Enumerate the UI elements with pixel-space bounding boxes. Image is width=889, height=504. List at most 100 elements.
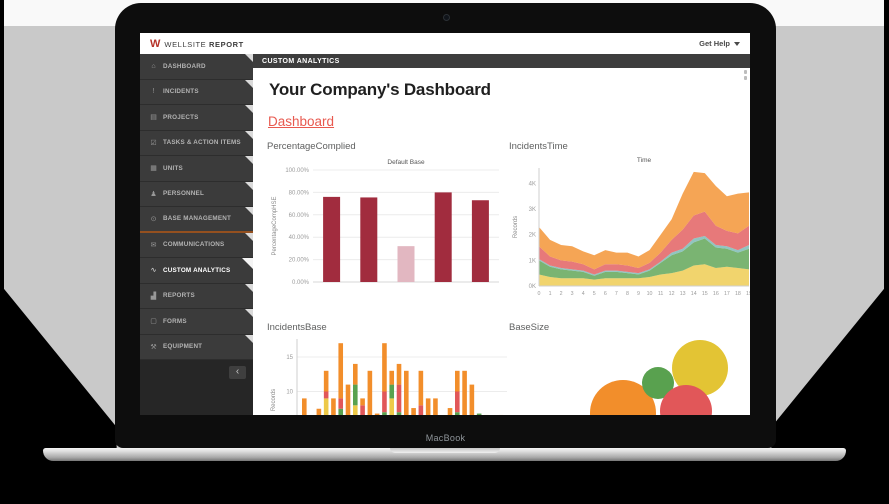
truck-icon: ▦ [150, 165, 157, 173]
svg-text:40.00%: 40.00% [289, 235, 310, 241]
section-title: CUSTOM ANALYTICS [262, 57, 340, 65]
get-help-menu[interactable]: Get Help [699, 39, 740, 48]
svg-text:2K: 2K [529, 233, 536, 239]
svg-text:1: 1 [549, 291, 552, 297]
percentage-complied-chart[interactable]: 0.00% 20.00% 40.00% 60.00% 80.00% 100.00% Defa… [267, 154, 509, 296]
svg-text:PercentageCompHSE: PercentageCompHSE [272, 196, 278, 255]
dashboard-link[interactable]: Dashboard [268, 114, 335, 129]
base-size-chart[interactable] [509, 335, 743, 415]
sidebar-item-dashboard[interactable]: ⌂ DASHBOARD [140, 54, 253, 80]
app-logo[interactable]: W WELLSITE REPORT [150, 38, 244, 50]
folded-corner-icon [245, 156, 253, 164]
get-help-label: Get Help [699, 39, 730, 48]
sidebar-item-equipment[interactable]: ⚒ EQUIPMENT [140, 334, 253, 360]
svg-text:10: 10 [286, 390, 293, 396]
svg-text:100.00%: 100.00% [285, 168, 309, 174]
wrench-icon: ⚒ [150, 343, 157, 351]
svg-text:9: 9 [637, 291, 640, 297]
document-icon: ▢ [150, 318, 157, 326]
svg-text:7: 7 [615, 291, 618, 297]
sidebar-item-custom-analytics[interactable]: ∿ CUSTOM ANALYTICS [140, 258, 253, 284]
folded-corner-icon [245, 181, 253, 190]
chart-title: IncidentsBase [267, 322, 327, 333]
folded-corner-icon [245, 309, 253, 317]
sidebar-item-communications[interactable]: ✉ COMMUNICATIONS [140, 232, 253, 258]
svg-text:2: 2 [560, 291, 563, 297]
folded-corner-icon [242, 258, 253, 269]
device-label: MacBook [425, 433, 466, 443]
svg-text:0: 0 [538, 291, 541, 297]
sidebar-item-label: BASE MANAGEMENT [163, 215, 232, 223]
sidebar-collapse-button[interactable]: ‹ [229, 366, 246, 379]
logo-w-icon: W [150, 37, 161, 50]
svg-text:4K: 4K [529, 181, 536, 187]
folded-corner-icon [245, 283, 253, 292]
chart-panel-incidents-base: IncidentsBase 51015Records [267, 322, 509, 415]
folded-corner-icon [245, 207, 253, 215]
svg-text:15: 15 [286, 355, 293, 361]
macbook-base-notch [389, 448, 500, 453]
svg-text:60.00%: 60.00% [289, 213, 310, 219]
svg-text:19: 19 [746, 291, 750, 297]
folded-corner-icon [245, 79, 253, 88]
sidebar-item-label: CUSTOM ANALYTICS [163, 266, 231, 274]
svg-text:16: 16 [713, 291, 719, 297]
location-pin-icon: ⊙ [150, 215, 157, 223]
sidebar-item-label: TASKS & ACTION ITEMS [163, 139, 241, 147]
charts-grid: PercentageComplied 0.00% 20.00% 40.00% 60.0… [267, 141, 750, 415]
sidebar-item-label: DASHBOARD [163, 62, 206, 70]
sidebar-item-label: REPORTS [163, 292, 195, 300]
svg-text:8: 8 [626, 291, 629, 297]
bar-chart-icon: ▟ [150, 292, 157, 300]
chart-panel-percentage-complied: PercentageComplied 0.00% 20.00% 40.00% 60.0… [267, 141, 509, 306]
svg-text:5: 5 [593, 291, 596, 297]
svg-text:3: 3 [571, 291, 574, 297]
checkbox-icon: ☑ [150, 139, 157, 147]
chart-title: PercentageComplied [267, 141, 356, 152]
folded-corner-icon [245, 130, 253, 139]
chart-title: BaseSize [509, 322, 550, 333]
svg-text:80.00%: 80.00% [289, 190, 310, 196]
chart-panel-base-size: BaseSize [509, 322, 743, 415]
svg-text:20.00%: 20.00% [289, 258, 310, 264]
svg-text:Time: Time [637, 157, 652, 164]
sidebar-item-incidents[interactable]: ! INCIDENTS [140, 79, 253, 105]
sidebar-item-reports[interactable]: ▟ REPORTS [140, 283, 253, 309]
folded-corner-icon [245, 232, 253, 241]
scrollbar-handle[interactable] [744, 70, 747, 82]
sidebar-item-label: INCIDENTS [163, 88, 199, 96]
svg-text:3K: 3K [529, 207, 536, 213]
svg-text:6: 6 [604, 291, 607, 297]
sidebar-item-label: FORMS [163, 317, 187, 325]
sidebar-item-projects[interactable]: ▤ PROJECTS [140, 105, 253, 131]
folded-corner-icon [245, 105, 253, 113]
sidebar-item-units[interactable]: ▦ UNITS [140, 156, 253, 182]
folded-corner-icon [245, 54, 253, 62]
svg-text:Records: Records [513, 216, 519, 238]
app-topbar: W WELLSITE REPORT Get Help [140, 33, 750, 54]
sidebar-item-label: PERSONNEL [163, 190, 204, 198]
sidebar-item-label: EQUIPMENT [163, 343, 203, 351]
incidents-base-chart[interactable]: 51015Records [267, 335, 509, 415]
folder-icon: ▤ [150, 114, 157, 122]
sidebar-item-personnel[interactable]: ♟ PERSONNEL [140, 181, 253, 207]
folded-corner-icon [245, 334, 253, 343]
incidents-time-chart[interactable]: 0K1K2K3K4K012345678910111213141516171819… [509, 154, 750, 306]
sidebar-item-label: COMMUNICATIONS [163, 241, 225, 249]
section-header-bar: CUSTOM ANALYTICS [253, 54, 750, 68]
svg-text:17: 17 [724, 291, 730, 297]
sidebar-item-base-management[interactable]: ⊙ BASE MANAGEMENT [140, 207, 253, 233]
chart-title: IncidentsTime [509, 141, 568, 152]
sidebar-nav: ⌂ DASHBOARD ! INCIDENTS ▤ PROJECTS ☑ TASKS & AC… [140, 54, 253, 415]
svg-text:0.00%: 0.00% [292, 280, 310, 286]
person-icon: ♟ [150, 190, 157, 198]
laptop-screen: W WELLSITE REPORT Get Help CUSTOM ANALYT… [140, 33, 750, 415]
sidebar-item-tasks-action-items[interactable]: ☑ TASKS & ACTION ITEMS [140, 130, 253, 156]
home-icon: ⌂ [151, 62, 156, 70]
chart-panel-incidents-time: IncidentsTime 0K 1K 2K 3K 4K 0 1 2 3 4 5 6 7 8 9 10 11 12… [509, 141, 750, 306]
webcam-icon [443, 14, 450, 21]
svg-text:Default Base: Default Base [387, 159, 425, 166]
sidebar-item-label: PROJECTS [163, 113, 199, 121]
sidebar-item-forms[interactable]: ▢ FORMS [140, 309, 253, 335]
